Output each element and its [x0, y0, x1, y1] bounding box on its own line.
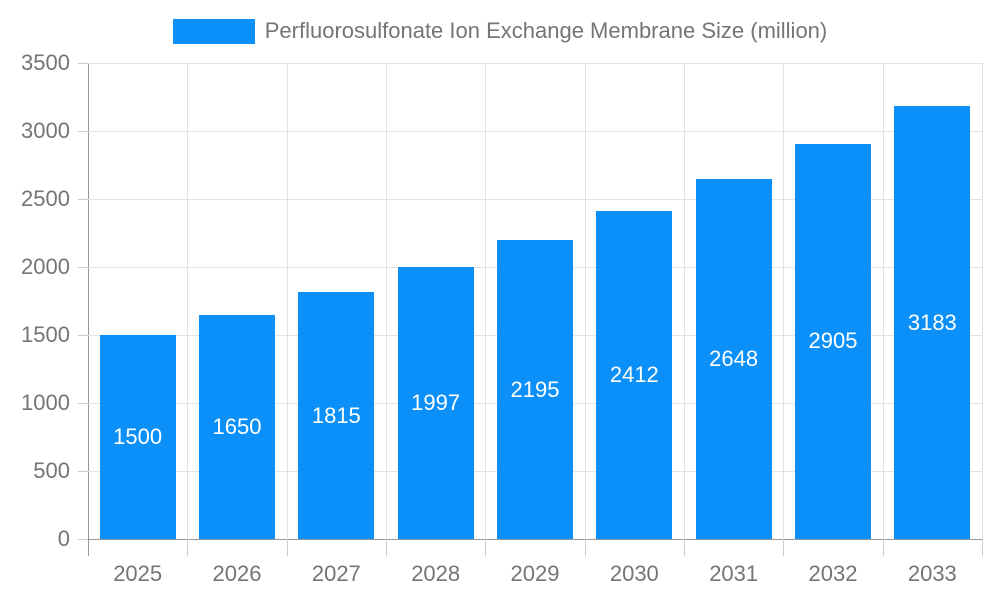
x-axis-label: 2033 [907, 561, 957, 586]
x-axis-line [88, 539, 982, 540]
bar-2033[interactable]: 3183 [894, 106, 971, 539]
legend-label: Perfluorosulfonate Ion Exchange Membrane… [264, 18, 828, 43]
legend-swatch [172, 18, 255, 44]
y-tick [78, 471, 88, 472]
x-tick [684, 539, 685, 556]
y-tick [78, 199, 88, 200]
y-axis-line [88, 63, 89, 556]
bar-2029[interactable]: 2195 [497, 240, 573, 539]
y-tick [78, 63, 88, 64]
y-tick [78, 539, 88, 540]
legend-item[interactable]: Perfluorosulfonate Ion Exchange Membrane… [0, 18, 1000, 44]
bar-value-label: 2195 [510, 376, 560, 402]
y-axis-label: 0 [57, 526, 70, 551]
x-axis-label: 2029 [510, 561, 560, 586]
bar-2025[interactable]: 1500 [99, 335, 176, 539]
y-tick [78, 335, 88, 336]
x-tick [783, 539, 785, 556]
bar-value-label: 1500 [113, 424, 163, 449]
x-axis-label: 2032 [808, 561, 858, 586]
bar-2027[interactable]: 1815 [298, 292, 375, 539]
x-tick [882, 539, 884, 556]
x-tick [584, 539, 586, 556]
x-gridline [187, 63, 189, 539]
x-gridline [485, 63, 487, 539]
bar-2028[interactable]: 1997 [397, 267, 474, 539]
x-axis-label: 2030 [609, 561, 659, 586]
y-gridline [88, 63, 982, 64]
x-tick [386, 539, 387, 556]
bar-2031[interactable]: 2648 [695, 178, 772, 539]
x-axis-label: 2025 [113, 561, 163, 586]
bar-value-label: 1997 [411, 390, 461, 416]
x-gridline [286, 63, 288, 539]
y-axis-label: 1500 [21, 322, 70, 347]
y-gridline [88, 199, 982, 200]
x-tick [187, 539, 189, 556]
bar-2032[interactable]: 2905 [795, 143, 871, 539]
x-tick [982, 539, 983, 556]
bar-value-label: 1815 [311, 402, 361, 428]
bar-value-label: 3183 [907, 309, 957, 335]
y-axis-label: 2500 [21, 186, 70, 211]
plot-area: 1500 1650 1815 1997 2195 2412 2648 2905 3183 [88, 63, 983, 539]
x-tick [485, 539, 487, 556]
y-tick [78, 267, 88, 268]
x-gridline [584, 63, 586, 539]
y-tick [78, 403, 88, 404]
y-axis-label: 2000 [21, 254, 70, 279]
x-tick [286, 539, 288, 556]
bar-value-label: 2648 [709, 345, 759, 371]
bar-2026[interactable]: 1650 [199, 314, 275, 539]
bar-value-label: 2412 [609, 361, 659, 387]
x-gridline [684, 63, 685, 539]
x-gridline [982, 63, 983, 539]
x-axis-label: 2028 [411, 561, 461, 586]
x-gridline [783, 63, 785, 539]
x-axis-label: 2026 [212, 561, 262, 586]
y-axis-label: 1000 [21, 390, 70, 415]
y-axis-label: 3000 [21, 118, 70, 143]
x-gridline [386, 63, 387, 539]
y-axis-label: 3500 [21, 50, 70, 75]
x-axis-label: 2027 [311, 561, 361, 586]
x-gridline [882, 63, 884, 539]
y-axis-label: 500 [33, 458, 70, 483]
bar-2030[interactable]: 2412 [596, 210, 673, 539]
bar-value-label: 2905 [808, 328, 858, 354]
x-axis-label: 2031 [709, 561, 759, 586]
y-gridline [88, 131, 982, 132]
y-tick [78, 131, 88, 132]
bar-value-label: 1650 [212, 413, 262, 439]
